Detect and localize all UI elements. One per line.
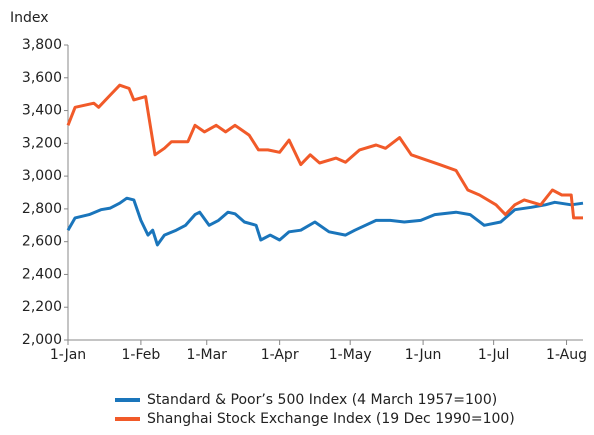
y-tick-label: 2,000 — [22, 332, 62, 348]
legend-label: Shanghai Stock Exchange Index (19 Dec 19… — [147, 411, 515, 427]
series-line — [66, 83, 583, 220]
y-tick-label: 3,800 — [22, 37, 62, 53]
x-tick-label: 1-Feb — [122, 347, 161, 363]
series-line — [66, 196, 584, 247]
x-tick-label: 1-May — [329, 347, 372, 363]
y-tick-label: 2,800 — [22, 201, 62, 217]
legend-label: Standard & Poor’s 500 Index (4 March 195… — [147, 392, 497, 408]
y-tick-label: 2,600 — [22, 234, 62, 250]
y-tick-label: 3,000 — [22, 168, 62, 184]
x-tick-label: 1-Jun — [405, 347, 442, 363]
x-tick-label: 1-Mar — [187, 347, 228, 363]
y-tick-label: 2,400 — [22, 266, 62, 282]
x-tick-label: 1-Apr — [261, 347, 299, 363]
y-tick-label: 3,600 — [22, 70, 62, 86]
y-tick-label: 3,400 — [22, 103, 62, 119]
x-tick-label: 1-Aug — [546, 347, 587, 363]
y-tick-label: 3,200 — [22, 135, 62, 151]
x-tick-label: 1-Jan — [50, 347, 86, 363]
x-tick-label: 1-Jul — [478, 347, 510, 363]
y-tick-label: 2,200 — [22, 299, 62, 315]
y-axis-label: Index — [10, 10, 49, 26]
